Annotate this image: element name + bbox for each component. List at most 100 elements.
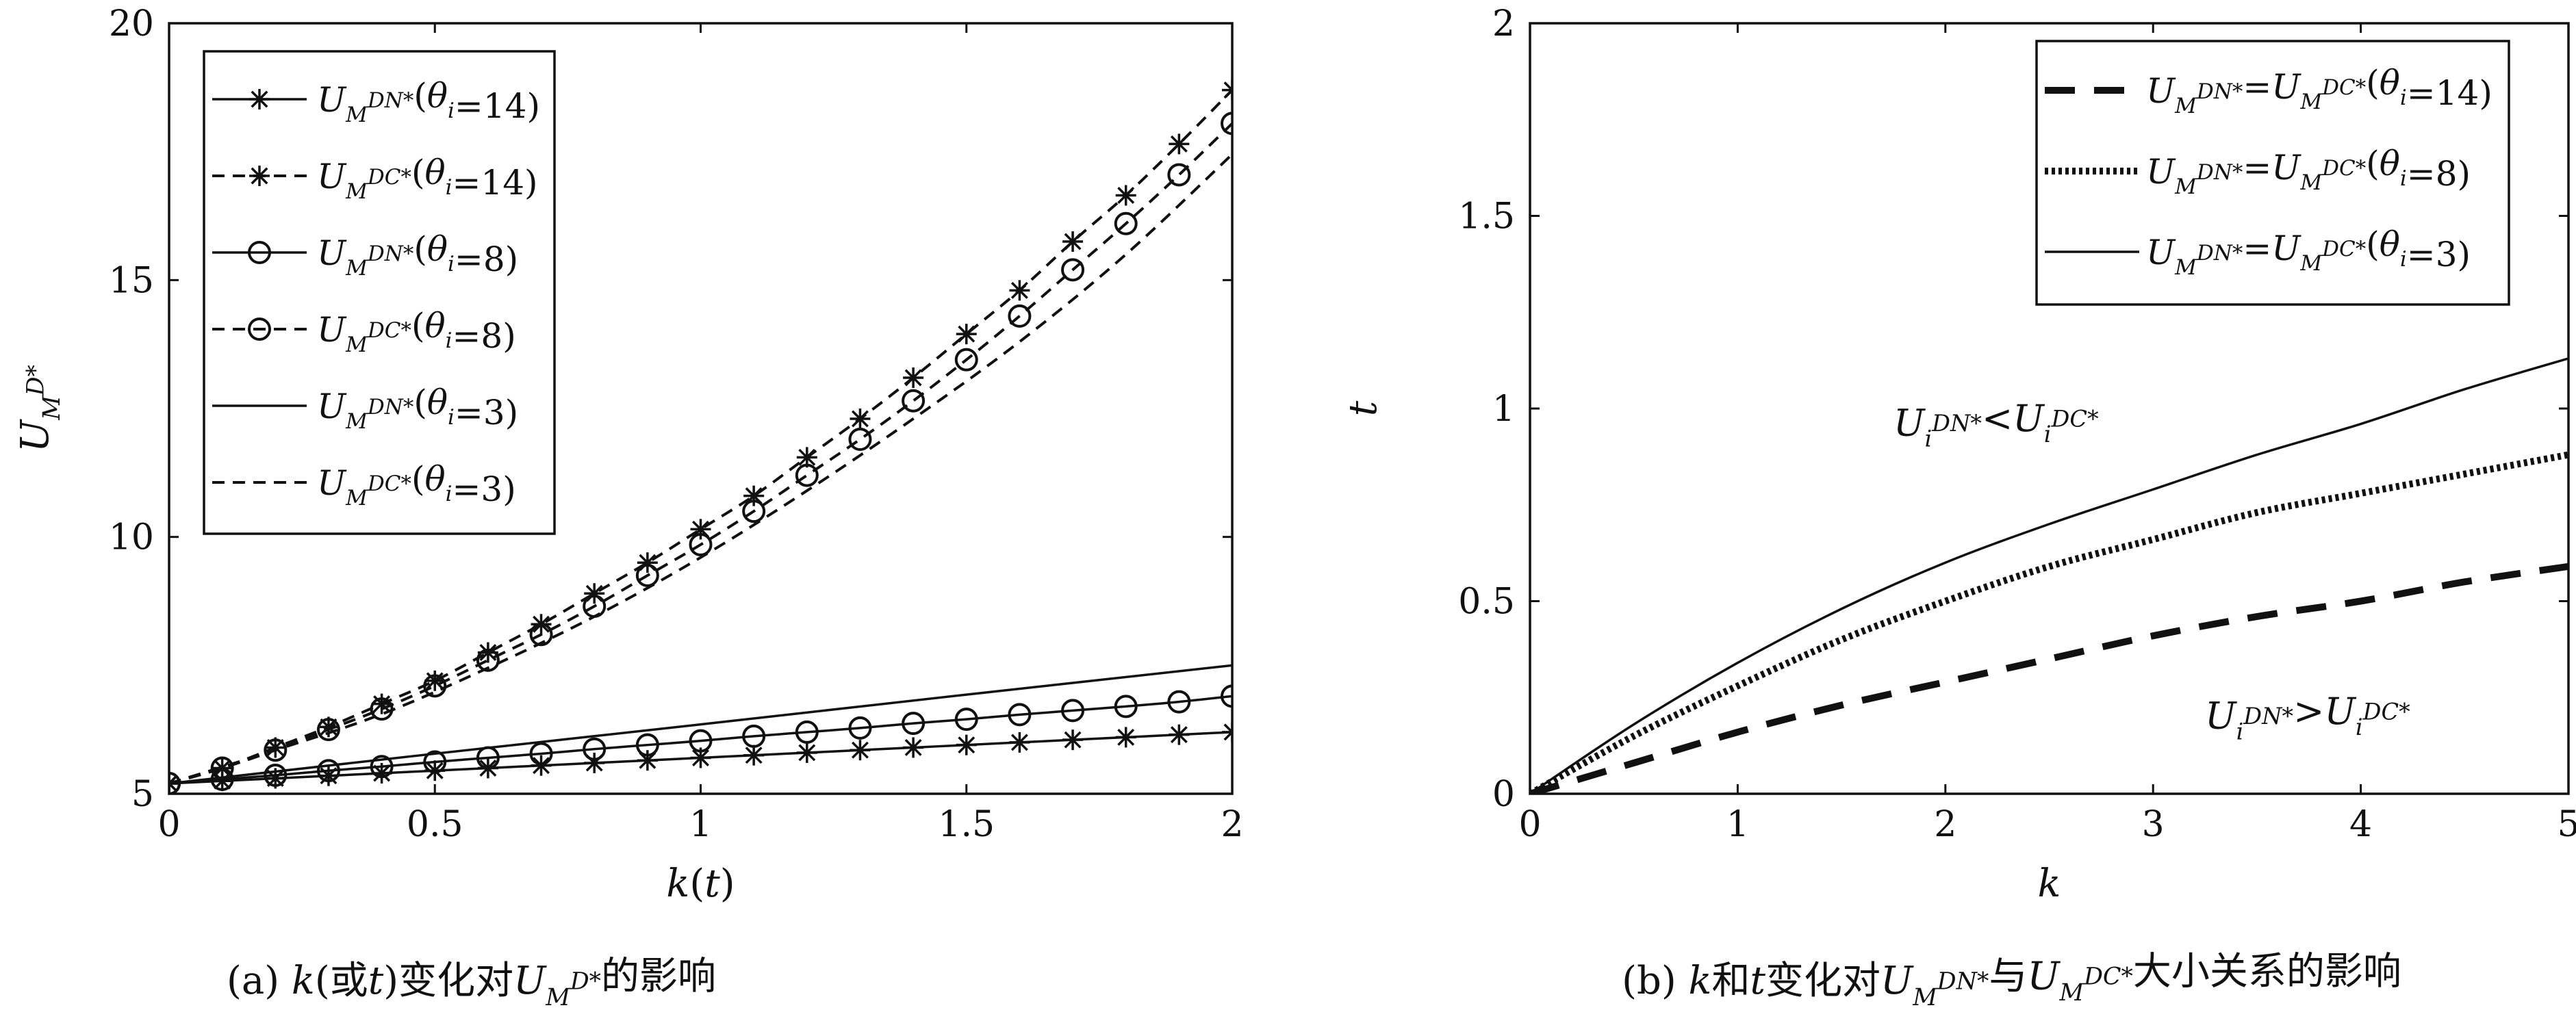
star-marker	[903, 367, 924, 388]
star-marker	[796, 742, 817, 763]
legend-label-3: UMDN*(θi=8)	[317, 229, 518, 281]
circle-marker	[529, 623, 553, 647]
legend-label-5: UMDN*(θi=3)	[317, 383, 518, 434]
x-axis-title: k(t)	[666, 862, 735, 906]
series-line-3	[1530, 357, 2568, 794]
x-tick-label: 1.5	[938, 804, 995, 845]
figure-caption: (b) k和t变化对UMDN*与UMDC*大小关系的影响	[1622, 950, 2401, 1010]
star-marker	[1009, 280, 1030, 301]
circle-marker	[370, 755, 394, 779]
y-axis-title: UMD*	[13, 365, 66, 452]
x-axis-title: k	[2038, 862, 2061, 906]
circle-marker	[1167, 163, 1191, 187]
circle-marker	[529, 742, 553, 766]
y-tick-label: 1	[1492, 389, 1515, 430]
circle-marker	[1114, 211, 1138, 235]
chart-a: 0 0.5 1 1.5 2 5 10 15 20 k(t) UMD* (a) k(或t)变化对UMD*…	[13, 3, 1244, 1010]
star-marker	[1009, 731, 1030, 753]
series-line-2	[1530, 451, 2568, 794]
x-tick-label: 5	[2557, 804, 2576, 845]
y-tick-label: 20	[109, 3, 154, 44]
star-marker	[318, 765, 339, 786]
legend-label-2: UMDC*(θi=14)	[317, 153, 538, 204]
circle-marker	[264, 763, 288, 787]
series-line-3	[169, 695, 1232, 785]
star-marker	[1062, 729, 1084, 751]
circle-marker	[689, 729, 713, 753]
annotation-2: UiDN*>UiDC*	[2205, 690, 2410, 745]
circle-marker	[316, 759, 340, 783]
star-marker	[850, 740, 871, 761]
y-tick-label: 0	[1492, 774, 1515, 815]
star-marker	[1115, 727, 1136, 748]
series-line-5	[169, 664, 1232, 785]
circle-marker	[902, 389, 926, 413]
circle-marker	[848, 428, 872, 452]
circle-marker	[795, 720, 819, 744]
legend-label-3: UMDN*=UMDC*(θi=3)	[2146, 224, 2471, 280]
x-tick-label: 1	[689, 804, 712, 845]
series-line-1	[1530, 562, 2568, 794]
circle-marker	[902, 712, 926, 736]
star-marker	[743, 744, 765, 766]
x-tick-label: 0.5	[407, 804, 463, 845]
star-marker	[850, 409, 871, 430]
x-tick-label: 0	[1518, 804, 1541, 845]
legend-label-4: UMDC*(θi=8)	[317, 306, 516, 357]
circle-marker	[583, 737, 607, 761]
legend-label-1: UMDN*(θi=14)	[317, 76, 540, 127]
x-tick-label: 0	[157, 804, 180, 845]
circle-marker	[848, 716, 872, 740]
circle-marker	[264, 738, 288, 762]
circle-marker	[1008, 304, 1032, 328]
star-marker	[1222, 721, 1232, 742]
x-tick-label: 3	[2142, 804, 2165, 845]
circle-marker	[1061, 258, 1085, 282]
star-marker	[1169, 724, 1190, 745]
chart-b: 0 1 2 3 4 5 0 0.5 1 1.5 2 k t (b) k和t变化对UMDN*与UMDC*大小…	[1341, 3, 2576, 1010]
legend-label-2: UMDN*=UMDC*(θi=8)	[2146, 144, 2471, 199]
star-marker	[690, 747, 711, 768]
x-tick-label: 2	[1934, 804, 1956, 845]
star-marker	[249, 89, 270, 109]
circle-marker	[248, 241, 271, 264]
circle-marker	[742, 500, 766, 523]
series-line-4	[169, 122, 1232, 785]
star-marker	[1062, 231, 1084, 252]
circle-marker	[248, 318, 271, 341]
star-marker	[903, 737, 924, 758]
x-tick-label: 4	[2349, 804, 2372, 845]
y-tick-label: 1.5	[1458, 196, 1515, 237]
circle-marker	[1061, 699, 1085, 723]
star-marker	[1169, 133, 1190, 155]
circle-marker	[954, 348, 978, 372]
circle-marker	[795, 463, 819, 487]
x-tick-label: 2	[1221, 804, 1243, 845]
y-axis-title: t	[1341, 400, 1386, 416]
data-layer	[1530, 357, 2568, 794]
circle-marker	[1167, 690, 1191, 714]
circle-marker	[635, 563, 659, 587]
circle-marker	[689, 532, 713, 556]
y-tick-label: 2	[1492, 3, 1515, 44]
annotation-1: UiDN*<UiDC*	[1893, 397, 2099, 452]
circle-marker	[423, 750, 447, 774]
circle-marker	[423, 674, 447, 698]
x-tick-label: 1	[1726, 804, 1749, 845]
star-marker	[531, 755, 552, 776]
y-tick-label: 5	[131, 774, 154, 815]
star-marker	[956, 734, 977, 755]
legend-box	[203, 50, 556, 535]
figure-caption: (a) k(或t)变化对UMD*的影响	[227, 954, 716, 1010]
circle-marker	[1221, 684, 1232, 708]
circle-marker	[1008, 703, 1032, 727]
circle-marker	[635, 733, 659, 757]
circle-marker	[1114, 695, 1138, 718]
legend-label-1: UMDN*=UMDC*(θi=14)	[2146, 63, 2492, 118]
circle-marker	[1221, 112, 1232, 135]
circle-marker	[476, 648, 500, 672]
legend-label-6: UMDC*(θi=3)	[317, 459, 516, 510]
circle-marker	[316, 718, 340, 742]
star-marker	[1222, 79, 1232, 101]
